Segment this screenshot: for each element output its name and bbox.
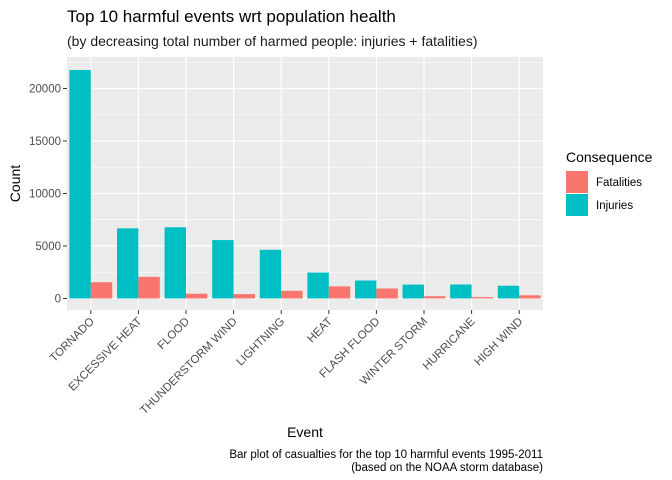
bar-fatalities [138, 276, 160, 299]
y-tick-label: 15000 [29, 136, 61, 148]
bar-injuries [450, 284, 472, 299]
legend: Consequence Fatalities Injuries [566, 149, 653, 216]
y-axis-title: Count [7, 165, 23, 202]
x-tick-label: FLOOD [156, 316, 193, 353]
bar-fatalities [90, 282, 113, 299]
bar-injuries [69, 69, 91, 299]
bars-layer [69, 69, 541, 299]
x-axis-title: Event [287, 424, 323, 440]
bar-injuries [497, 285, 520, 299]
plot-panel [67, 57, 543, 310]
major-gridlines [67, 57, 543, 310]
y-tick-label: 10000 [29, 188, 61, 200]
bar-fatalities [233, 294, 256, 299]
bar-injuries [354, 280, 377, 299]
bar-fatalities [471, 297, 494, 299]
caption-line-2: (based on the NOAA storm database) [351, 462, 543, 474]
y-tick-label: 0 [55, 293, 61, 305]
legend-label-injuries: Injuries [596, 200, 633, 212]
x-tick-label: LIGHTNING [235, 316, 288, 369]
bar-injuries [116, 228, 139, 299]
bar-fatalities [519, 295, 541, 299]
caption: Bar plot of casualties for the top 10 ha… [229, 449, 543, 474]
y-tick-label: 5000 [35, 241, 61, 253]
chart-title-group: Top 10 harmful events wrt population hea… [67, 7, 478, 49]
minor-gridlines [67, 61, 543, 273]
bar-injuries [164, 227, 186, 299]
legend-key-fatalities [566, 171, 588, 193]
bar-injuries [402, 284, 424, 299]
chart-title: Top 10 harmful events wrt population hea… [67, 7, 396, 26]
x-tick-label: THUNDERSTORM WIND [138, 316, 239, 417]
bar-fatalities [186, 293, 208, 299]
bar-fatalities [376, 288, 398, 299]
legend-label-fatalities: Fatalities [596, 177, 642, 189]
chart-subtitle: (by decreasing total number of harmed pe… [67, 33, 478, 49]
y-tick-label: 20000 [29, 83, 61, 95]
bar-injuries [259, 249, 282, 299]
bar-injuries [212, 240, 234, 299]
legend-title: Consequence [566, 149, 653, 165]
bar-fatalities [328, 286, 351, 299]
y-axis: 0 5000 10000 15000 20000 [29, 83, 67, 305]
x-tick-label: HEAT [305, 316, 335, 346]
bar-fatalities [424, 296, 446, 299]
caption-line-1: Bar plot of casualties for the top 10 ha… [229, 449, 543, 461]
bar-fatalities [281, 290, 303, 299]
bar-injuries [307, 272, 329, 299]
legend-key-injuries [566, 194, 588, 216]
x-tick-label: TORNADO [48, 316, 97, 365]
x-tick-label: HIGH WIND [473, 316, 526, 369]
